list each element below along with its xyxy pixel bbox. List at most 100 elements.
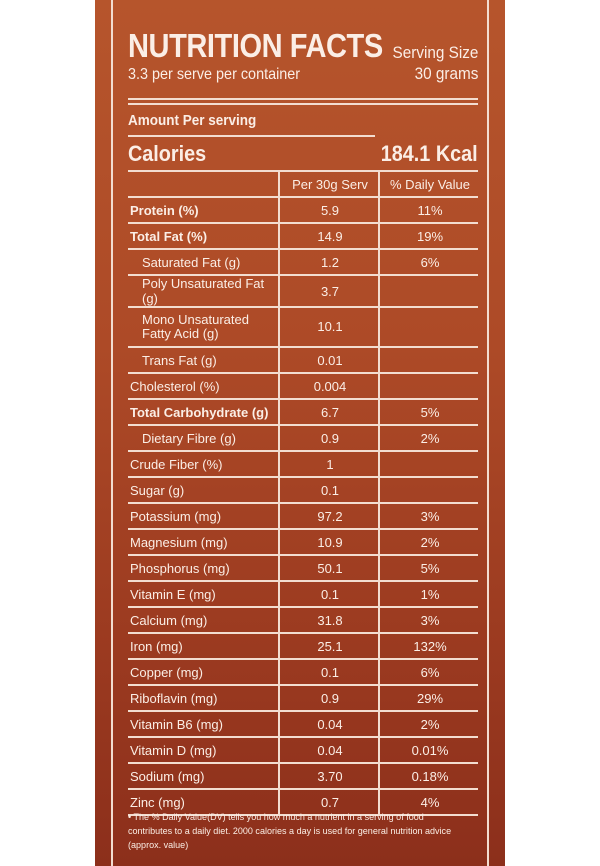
nutrient-daily-value: 11% bbox=[378, 197, 478, 224]
table-row: Sugar (g) 0.1 bbox=[128, 477, 478, 504]
column-header-nutrient bbox=[128, 172, 279, 198]
table-row: Mono Unsaturated Fatty Acid (g) 10.1 bbox=[128, 307, 478, 348]
nutrient-name: Vitamin E (mg) bbox=[128, 581, 279, 608]
nutrient-daily-value: 3% bbox=[378, 607, 478, 634]
nutrient-daily-value: 29% bbox=[378, 685, 478, 712]
table-row: Vitamin E (mg) 0.1 1% bbox=[128, 581, 478, 608]
nutrient-name: Cholesterol (%) bbox=[128, 373, 279, 400]
nutrient-daily-value: 3% bbox=[378, 503, 478, 530]
table-row: Total Fat (%) 14.9 19% bbox=[128, 223, 478, 250]
table-row: Zinc (mg) 0.7 4% bbox=[128, 789, 478, 816]
nutrient-name: Total Carbohydrate (g) bbox=[128, 399, 279, 426]
nutrient-daily-value: 5% bbox=[378, 555, 478, 582]
nutrient-amount: 6.7 bbox=[278, 399, 379, 426]
nutrient-name: Vitamin B6 (mg) bbox=[128, 711, 279, 738]
divider bbox=[128, 170, 478, 172]
table-row: Total Carbohydrate (g) 6.7 5% bbox=[128, 399, 478, 426]
serving-size: Serving Size 30 grams bbox=[392, 42, 478, 84]
nutrient-amount: 1 bbox=[278, 451, 379, 478]
nutrient-daily-value: 19% bbox=[378, 223, 478, 250]
nutrient-daily-value: 1% bbox=[378, 581, 478, 608]
table-row: Iron (mg) 25.1 132% bbox=[128, 633, 478, 660]
nutrient-daily-value bbox=[378, 275, 478, 308]
table-row: Saturated Fat (g) 1.2 6% bbox=[128, 249, 478, 276]
nutrient-name: Crude Fiber (%) bbox=[128, 451, 279, 478]
nutrient-name: Protein (%) bbox=[128, 197, 279, 224]
divider bbox=[128, 103, 478, 105]
nutrient-daily-value bbox=[378, 373, 478, 400]
nutrient-amount: 3.70 bbox=[278, 763, 379, 790]
nutrient-daily-value: 2% bbox=[378, 529, 478, 556]
nutrient-name: Magnesium (mg) bbox=[128, 529, 279, 556]
nutrient-daily-value bbox=[378, 477, 478, 504]
nutrient-amount: 1.2 bbox=[278, 249, 379, 276]
nutrient-amount: 0.7 bbox=[278, 789, 379, 816]
nutrient-daily-value: 0.01% bbox=[378, 737, 478, 764]
nutrient-daily-value: 132% bbox=[378, 633, 478, 660]
nutrient-name: Vitamin D (mg) bbox=[128, 737, 279, 764]
table-row: Copper (mg) 0.1 6% bbox=[128, 659, 478, 686]
footnote: • The % Daily Value(DV) tells you how mu… bbox=[128, 812, 452, 851]
divider bbox=[128, 135, 375, 137]
nutrient-daily-value: 2% bbox=[378, 425, 478, 452]
servings-per-container: 3.3 per serve per container bbox=[128, 66, 301, 83]
nutrient-daily-value bbox=[378, 347, 478, 374]
nutrient-amount: 31.8 bbox=[278, 607, 379, 634]
nutrient-amount: 14.9 bbox=[278, 223, 379, 250]
nutrient-amount: 0.1 bbox=[278, 581, 379, 608]
column-header-dv: % Daily Value bbox=[378, 172, 478, 198]
nutrient-name: Sugar (g) bbox=[128, 477, 279, 504]
nutrient-amount: 10.1 bbox=[278, 307, 379, 348]
nutrient-amount: 10.9 bbox=[278, 529, 379, 556]
table-row: Cholesterol (%) 0.004 bbox=[128, 373, 478, 400]
table-row: Protein (%) 5.9 11% bbox=[128, 197, 478, 224]
table-row: Dietary Fibre (g) 0.9 2% bbox=[128, 425, 478, 452]
nutrient-amount: 0.1 bbox=[278, 659, 379, 686]
table-row: Vitamin B6 (mg) 0.04 2% bbox=[128, 711, 478, 738]
nutrient-name: Copper (mg) bbox=[128, 659, 279, 686]
nutrient-daily-value: 2% bbox=[378, 711, 478, 738]
nutrient-amount: 0.9 bbox=[278, 425, 379, 452]
nutrient-table: Per 30g Serv % Daily Value Protein (%) 5.… bbox=[128, 172, 478, 816]
nutrient-daily-value: 6% bbox=[378, 249, 478, 276]
nutrient-name: Saturated Fat (g) bbox=[128, 249, 279, 276]
table-row: Calcium (mg) 31.8 3% bbox=[128, 607, 478, 634]
table-row: Riboflavin (mg) 0.9 29% bbox=[128, 685, 478, 712]
nutrient-daily-value: 6% bbox=[378, 659, 478, 686]
table-row: Magnesium (mg) 10.9 2% bbox=[128, 529, 478, 556]
nutrient-name: Phosphorus (mg) bbox=[128, 555, 279, 582]
column-header-amount: Per 30g Serv bbox=[278, 172, 379, 198]
nutrient-amount: 0.04 bbox=[278, 711, 379, 738]
nutrient-name: Riboflavin (mg) bbox=[128, 685, 279, 712]
nutrient-daily-value: 5% bbox=[378, 399, 478, 426]
calories-value: 184.1 Kcal bbox=[381, 141, 478, 166]
nutrient-name: Total Fat (%) bbox=[128, 223, 279, 250]
nutrient-name: Iron (mg) bbox=[128, 633, 279, 660]
divider bbox=[128, 98, 478, 100]
table-row: Potassium (mg) 97.2 3% bbox=[128, 503, 478, 530]
nutrition-label: NUTRITION FACTS 3.3 per serve per contai… bbox=[95, 0, 505, 866]
nutrient-daily-value: 0.18% bbox=[378, 763, 478, 790]
nutrient-amount: 0.1 bbox=[278, 477, 379, 504]
nutrient-name: Dietary Fibre (g) bbox=[128, 425, 279, 452]
border-left bbox=[111, 0, 113, 866]
nutrient-amount: 3.7 bbox=[278, 275, 379, 308]
nutrient-name: Calcium (mg) bbox=[128, 607, 279, 634]
table-row: Crude Fiber (%) 1 bbox=[128, 451, 478, 478]
nutrient-amount: 0.01 bbox=[278, 347, 379, 374]
amount-per-serving: Amount Per serving bbox=[128, 112, 257, 129]
nutrient-daily-value bbox=[378, 451, 478, 478]
nutrient-name: Trans Fat (g) bbox=[128, 347, 279, 374]
nutrient-amount: 0.9 bbox=[278, 685, 379, 712]
nutrient-name: Poly Unsaturated Fat (g) bbox=[128, 275, 279, 308]
serving-size-value: 30 grams bbox=[414, 64, 478, 83]
table-row: Vitamin D (mg) 0.04 0.01% bbox=[128, 737, 478, 764]
nutrient-amount: 97.2 bbox=[278, 503, 379, 530]
nutrient-amount: 5.9 bbox=[278, 197, 379, 224]
calories-label: Calories bbox=[128, 141, 207, 166]
serving-size-label: Serving Size bbox=[392, 43, 478, 62]
nutrient-daily-value: 4% bbox=[378, 789, 478, 816]
nutrient-daily-value bbox=[378, 307, 478, 348]
nutrient-amount: 0.004 bbox=[278, 373, 379, 400]
table-row: Sodium (mg) 3.70 0.18% bbox=[128, 763, 478, 790]
